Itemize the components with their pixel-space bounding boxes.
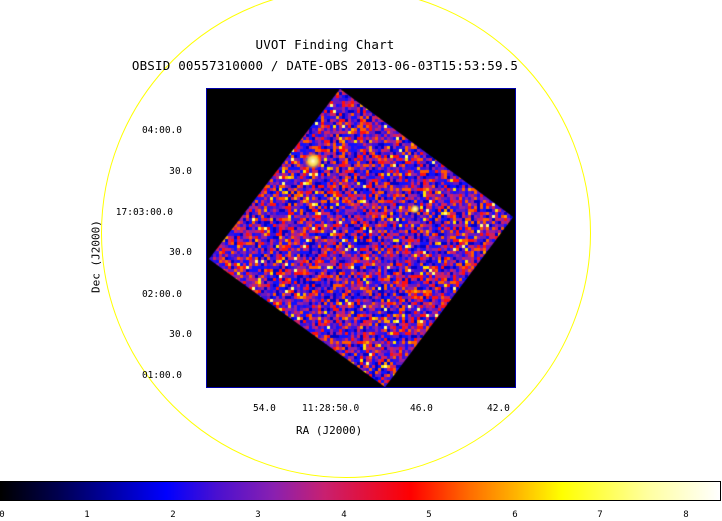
y-tick-label: 02:00.0 bbox=[141, 289, 182, 300]
x-tick-label: 42.0 bbox=[487, 403, 510, 414]
chart-title: UVOT Finding Chart bbox=[255, 37, 395, 52]
x-axis-label: RA (J2000) bbox=[296, 424, 363, 437]
colorbar-tick-label: 4 bbox=[341, 510, 347, 520]
colorbar-tick-label: 8 bbox=[683, 510, 689, 520]
x-tick-label: 46.0 bbox=[410, 403, 433, 414]
y-tick-label: 30.0 bbox=[169, 329, 192, 340]
y-tick-label: 30.0 bbox=[169, 247, 192, 258]
y-tick-label: 01:00.0 bbox=[141, 370, 182, 381]
sky-image-panel bbox=[206, 88, 516, 388]
colorbar-tick-label: 3 bbox=[255, 510, 261, 520]
colorbar-tick-label: 1 bbox=[84, 510, 90, 520]
colorbar-tick-label: 5 bbox=[426, 510, 432, 520]
y-tick-label: 30.0 bbox=[169, 166, 192, 177]
x-tick-label: 54.0 bbox=[253, 403, 276, 414]
field-of-view-circle bbox=[101, 0, 591, 478]
sky-image bbox=[207, 89, 515, 387]
colorbar-tick-label: 2 bbox=[170, 510, 176, 520]
colorbar bbox=[0, 481, 721, 501]
y-tick-label: 04:00.0 bbox=[141, 125, 182, 136]
colorbar-tick-label: 6 bbox=[512, 510, 518, 520]
y-axis-label: Dec (J2000) bbox=[89, 220, 103, 293]
x-tick-label: 11:28:50.0 bbox=[302, 403, 360, 414]
chart-subtitle: OBSID 00557310000 / DATE-OBS 2013-06-03T… bbox=[131, 58, 519, 73]
colorbar-tick-label: 0 bbox=[0, 510, 5, 520]
colorbar-tick-label: 7 bbox=[597, 510, 603, 520]
y-tick-label: 17:03:00.0 bbox=[115, 207, 173, 218]
